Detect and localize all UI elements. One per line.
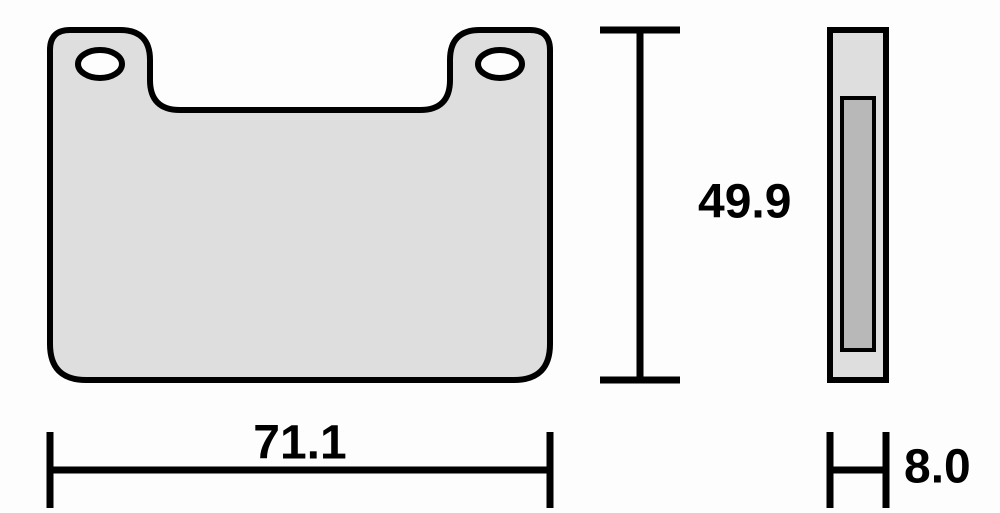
pad-outline xyxy=(50,30,550,380)
dimension-height xyxy=(600,30,680,380)
dimension-height-label: 49.9 xyxy=(698,176,791,229)
mount-slot-left xyxy=(78,50,122,78)
dimension-width-label: 71.1 xyxy=(253,417,346,470)
dimension-thickness-label: 8.0 xyxy=(904,441,971,494)
dimension-thickness xyxy=(830,432,886,508)
front-view xyxy=(50,30,550,380)
technical-drawing: 49.9 71.1 8.0 xyxy=(0,0,1000,508)
mount-slot-right xyxy=(478,50,522,78)
side-friction-layer xyxy=(842,98,874,350)
side-view xyxy=(830,30,886,380)
